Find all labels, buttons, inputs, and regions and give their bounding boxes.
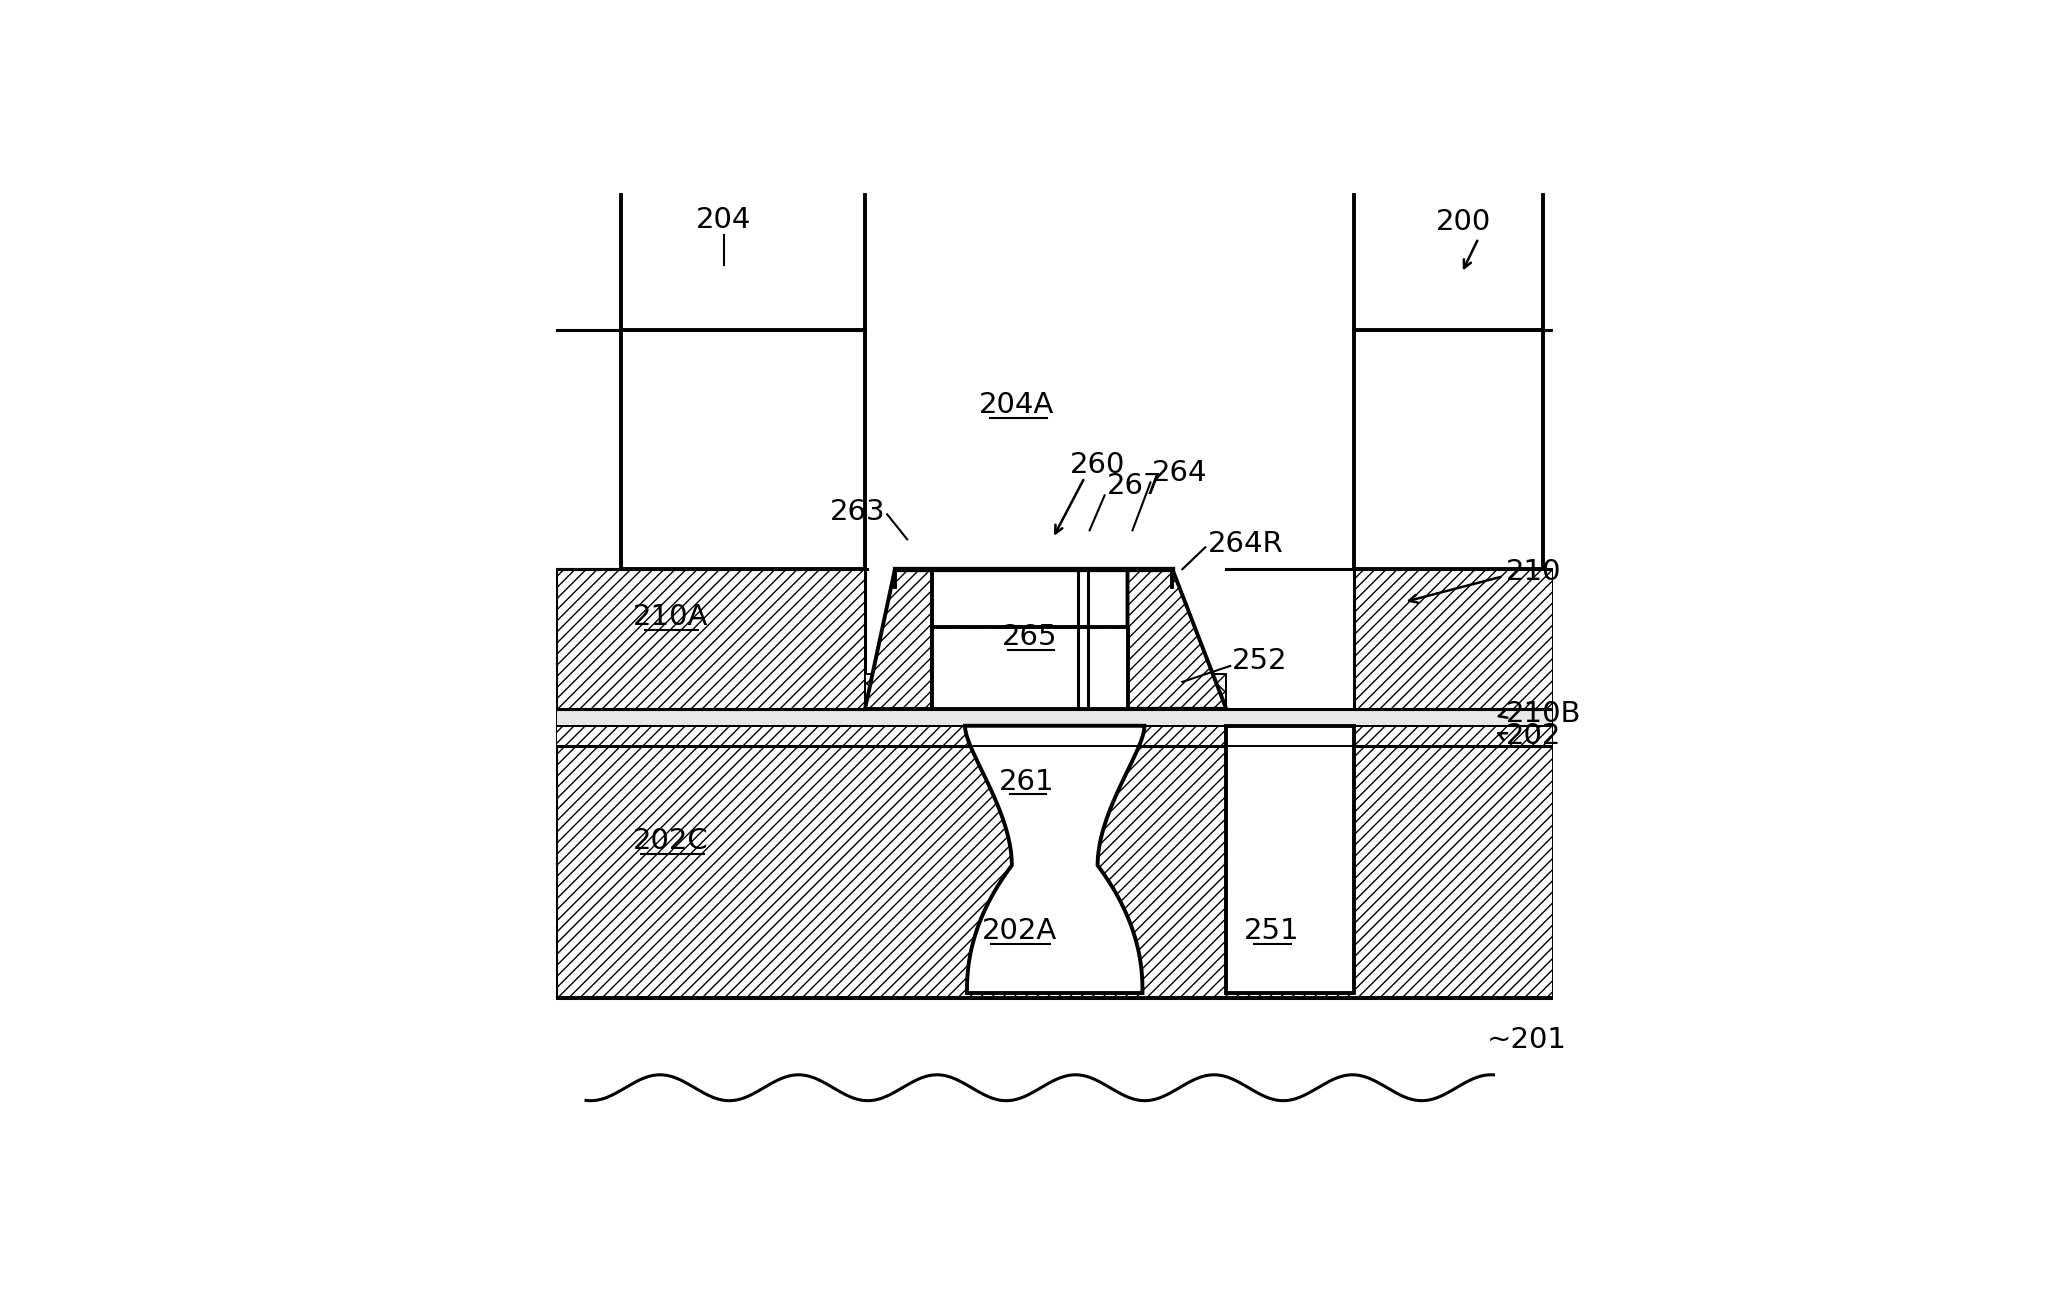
- Text: 204A: 204A: [980, 391, 1054, 418]
- Text: 210A: 210A: [634, 603, 708, 631]
- Text: 200: 200: [1436, 208, 1490, 236]
- Polygon shape: [556, 746, 1554, 998]
- Text: 252: 252: [1233, 648, 1288, 675]
- Polygon shape: [965, 725, 1144, 993]
- Text: 267: 267: [1107, 473, 1163, 500]
- Polygon shape: [556, 708, 1554, 725]
- Polygon shape: [556, 570, 864, 708]
- Polygon shape: [556, 725, 1554, 746]
- Text: 263: 263: [829, 499, 885, 526]
- Polygon shape: [1227, 725, 1354, 993]
- Text: 204: 204: [696, 206, 751, 234]
- Text: 265: 265: [1002, 623, 1058, 651]
- Text: 210: 210: [1506, 558, 1560, 587]
- Polygon shape: [1128, 570, 1227, 708]
- Polygon shape: [1354, 570, 1554, 708]
- Polygon shape: [556, 155, 1554, 1153]
- Text: 202: 202: [1506, 721, 1560, 750]
- Polygon shape: [932, 627, 1128, 708]
- Polygon shape: [864, 570, 932, 708]
- Text: 264R: 264R: [1208, 530, 1284, 558]
- Text: 210B: 210B: [1506, 699, 1581, 728]
- Text: 251: 251: [1245, 917, 1301, 945]
- Text: 261: 261: [998, 768, 1054, 795]
- Polygon shape: [622, 330, 864, 570]
- Polygon shape: [864, 673, 932, 708]
- Polygon shape: [1128, 673, 1227, 708]
- Text: 264: 264: [1150, 460, 1206, 487]
- Text: ~201: ~201: [1486, 1026, 1566, 1054]
- Polygon shape: [1354, 330, 1544, 570]
- Text: 260: 260: [1070, 451, 1126, 479]
- Text: 202A: 202A: [982, 917, 1058, 945]
- Text: 202C: 202C: [634, 828, 708, 856]
